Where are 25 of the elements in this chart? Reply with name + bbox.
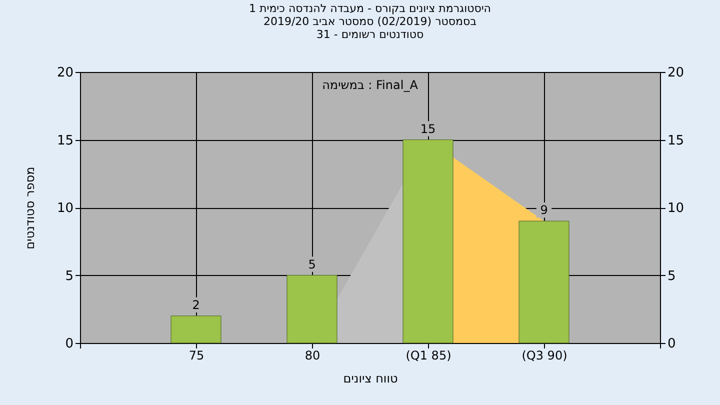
x-tick-label: (Q3 90) (522, 348, 568, 362)
y2-tick-label: 20 (668, 66, 684, 80)
y2-tick-label: 5 (668, 268, 676, 284)
y-tick-label: 10 (56, 201, 74, 216)
text: היסטוגרמת ציונים בקורס - מעבדה להנדסה כימית 1 (249, 2, 491, 15)
x-tick-label: (Q1 85) (406, 348, 452, 362)
text: בסמסטר (02/2019) סמסטר אביב 2019/20 (263, 15, 477, 28)
data-label: 15 (420, 122, 436, 136)
y-tick-label: 20 (56, 66, 74, 80)
data-label: 9 (540, 203, 548, 218)
data-label: 5 (308, 257, 316, 272)
y2-tick-label: 0 (668, 336, 676, 352)
y-tick-label: 5 (65, 268, 74, 284)
y2-tick-label: 15 (668, 133, 684, 148)
bar (170, 316, 222, 344)
y-tick-label: 15 (56, 133, 74, 148)
y-tick-label: 0 (65, 336, 74, 352)
text: סטודנטים רשומים - 31 (316, 28, 424, 41)
x-tick-label: 80 (304, 348, 320, 362)
y-axis-title: מספר סטודנטים (22, 166, 37, 250)
y2-tick-label: 10 (668, 201, 684, 216)
x-axis-title: טווח ציונים (343, 372, 398, 386)
annotation: במשימה : Final_A (322, 78, 419, 92)
x-tick-label: 75 (188, 348, 204, 362)
data-label: 2 (192, 298, 200, 312)
